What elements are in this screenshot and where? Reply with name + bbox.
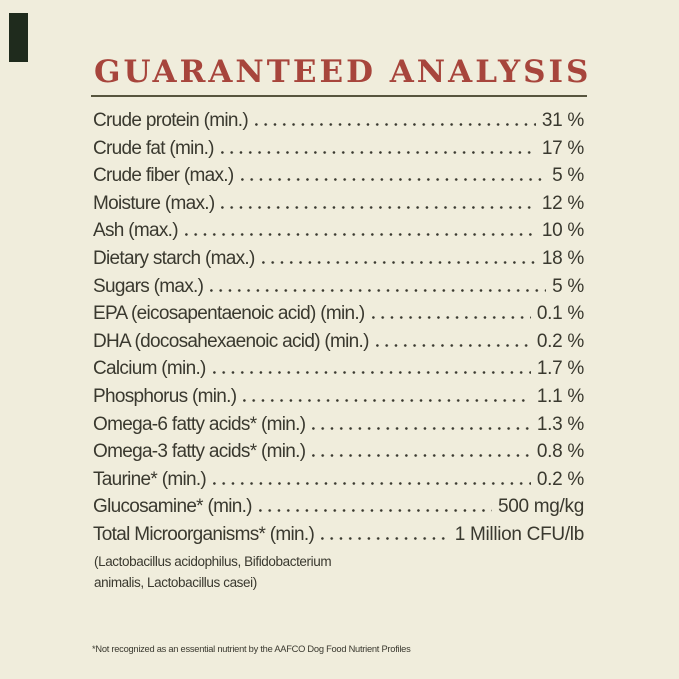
nutrient-value: 10 %	[541, 220, 584, 242]
title-underline	[91, 95, 587, 97]
microorganism-note-line: animalis, Lactobacillus casei)	[94, 575, 257, 590]
nutrient-value: 0.2 %	[536, 330, 584, 352]
nutrient-label: Dietary starch (max.)	[93, 247, 255, 269]
nutrient-value: 500 mg/kg	[497, 496, 584, 518]
corner-mark	[9, 13, 28, 62]
nutrient-label: Calcium (min.)	[93, 358, 206, 380]
dot-leader	[221, 205, 536, 209]
dot-leader	[240, 178, 547, 182]
analysis-row: Dietary starch (max.) 18 %	[93, 245, 584, 273]
nutrient-label: Omega-3 fatty acids* (min.)	[93, 441, 306, 463]
nutrient-label: Taurine* (min.)	[93, 468, 207, 490]
nutrient-value: 0.8 %	[536, 441, 584, 463]
analysis-row: EPA (eicosapentaenoic acid) (min.) 0.1 %	[93, 300, 584, 328]
nutrient-label: DHA (docosahexaenoic acid) (min.)	[93, 330, 369, 352]
analysis-row: Moisture (max.) 12 %	[93, 190, 584, 218]
analysis-row: Crude protein (min.) 31 %	[93, 107, 584, 135]
nutrient-label: Moisture (max.)	[93, 192, 215, 214]
nutrient-value: 1.1 %	[536, 385, 584, 407]
nutrient-value: 17 %	[541, 137, 584, 159]
nutrient-value: 0.2 %	[536, 468, 584, 490]
dot-leader	[375, 343, 531, 347]
nutrient-value: 18 %	[541, 247, 584, 269]
analysis-row: Taurine* (min.) 0.2 %	[93, 466, 584, 494]
dot-leader	[371, 316, 531, 320]
analysis-row: DHA (docosahexaenoic acid) (min.) 0.2 %	[93, 328, 584, 356]
nutrient-label: Glucosamine* (min.)	[93, 496, 253, 518]
nutrient-label: Total Microorganisms* (min.)	[93, 523, 315, 545]
nutrient-label: EPA (eicosapentaenoic acid) (min.)	[93, 303, 365, 325]
microorganisms-note: (Lactobacillus acidophilus, Bifidobacter…	[94, 551, 514, 593]
nutrient-value: 12 %	[541, 192, 584, 214]
dot-leader	[184, 233, 536, 237]
nutrient-label: Phosphorus (min.)	[93, 385, 237, 407]
dot-leader	[210, 288, 547, 292]
dot-leader	[243, 398, 531, 402]
analysis-row: Phosphorus (min.) 1.1 %	[93, 383, 584, 411]
analysis-row: Omega-3 fatty acids* (min.) 0.8 %	[93, 438, 584, 466]
microorganism-note-line: (Lactobacillus acidophilus, Bifidobacter…	[94, 554, 332, 569]
dot-leader	[312, 426, 531, 430]
nutrient-label: Ash (max.)	[93, 220, 179, 242]
page-title: GUARANTEED ANALYSIS	[94, 54, 592, 90]
analysis-table: Crude protein (min.) 31 % Crude fat (min…	[93, 107, 584, 549]
nutrient-label: Sugars (max.)	[93, 275, 204, 297]
nutrient-label: Crude fiber (max.)	[93, 165, 234, 187]
dot-leader	[261, 260, 536, 264]
dot-leader	[321, 536, 449, 540]
dot-leader	[312, 454, 531, 458]
nutrient-value: 1 Million CFU/lb	[454, 523, 585, 545]
nutrient-value: 1.3 %	[536, 413, 584, 435]
dot-leader	[220, 150, 536, 154]
footnote: *Not recognized as an essential nutrient…	[92, 644, 411, 654]
analysis-row: Crude fat (min.) 17 %	[93, 135, 584, 163]
nutrient-label: Crude fat (min.)	[93, 137, 214, 159]
dot-leader	[212, 371, 531, 375]
nutrient-value: 5 %	[552, 275, 584, 297]
dot-leader	[258, 509, 492, 513]
analysis-row: Crude fiber (max.) 5 %	[93, 162, 584, 190]
nutrient-label: Omega-6 fatty acids* (min.)	[93, 413, 306, 435]
dot-leader	[254, 123, 536, 126]
analysis-row: Omega-6 fatty acids* (min.) 1.3 %	[93, 411, 584, 439]
analysis-row: Ash (max.) 10 %	[93, 217, 584, 245]
nutrient-value: 31 %	[541, 110, 584, 131]
dot-leader	[213, 481, 531, 485]
nutrient-value: 5 %	[552, 165, 584, 187]
analysis-row: Total Microorganisms* (min.) 1 Million C…	[93, 521, 584, 549]
analysis-row: Sugars (max.) 5 %	[93, 273, 584, 301]
nutrient-value: 0.1 %	[536, 303, 584, 325]
nutrient-label: Crude protein (min.)	[93, 110, 249, 131]
analysis-row: Glucosamine* (min.) 500 mg/kg	[93, 493, 584, 521]
analysis-row: Calcium (min.) 1.7 %	[93, 355, 584, 383]
nutrient-value: 1.7 %	[536, 358, 584, 380]
